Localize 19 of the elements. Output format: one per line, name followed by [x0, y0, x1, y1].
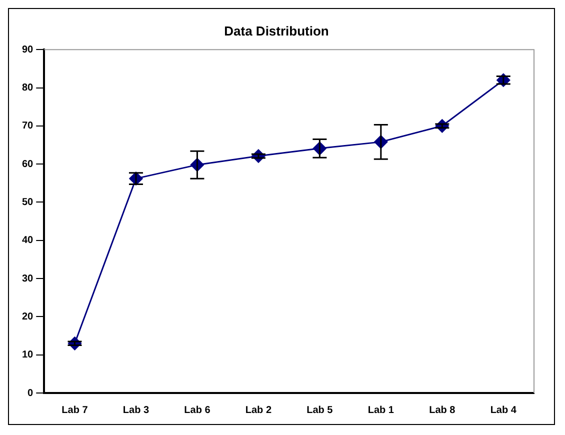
y-tick-label: 20 [22, 311, 34, 322]
x-tick-label: Lab 3 [122, 404, 150, 416]
y-tick-label: 10 [22, 350, 34, 361]
y-tick-label: 90 [22, 44, 34, 56]
x-tick-label: Lab 8 [429, 404, 456, 416]
y-tick-label: 30 [22, 273, 34, 284]
y-tick-label: 40 [22, 235, 34, 246]
y-tick-label: 60 [22, 158, 34, 170]
y-tick-label: 0 [28, 388, 34, 399]
chart-title: Data Distribution [224, 23, 329, 38]
x-tick-label: Lab 6 [184, 404, 211, 416]
x-tick-label: Lab 2 [245, 404, 272, 416]
x-tick-label: Lab 7 [62, 404, 88, 416]
y-tick-label: 80 [22, 82, 34, 94]
y-tick-label: 50 [22, 196, 34, 208]
x-tick-label: Lab 1 [368, 404, 394, 416]
x-tick-label: Lab 5 [306, 404, 334, 416]
y-tick-label: 70 [22, 120, 34, 132]
x-tick-label: Lab 4 [490, 404, 517, 416]
